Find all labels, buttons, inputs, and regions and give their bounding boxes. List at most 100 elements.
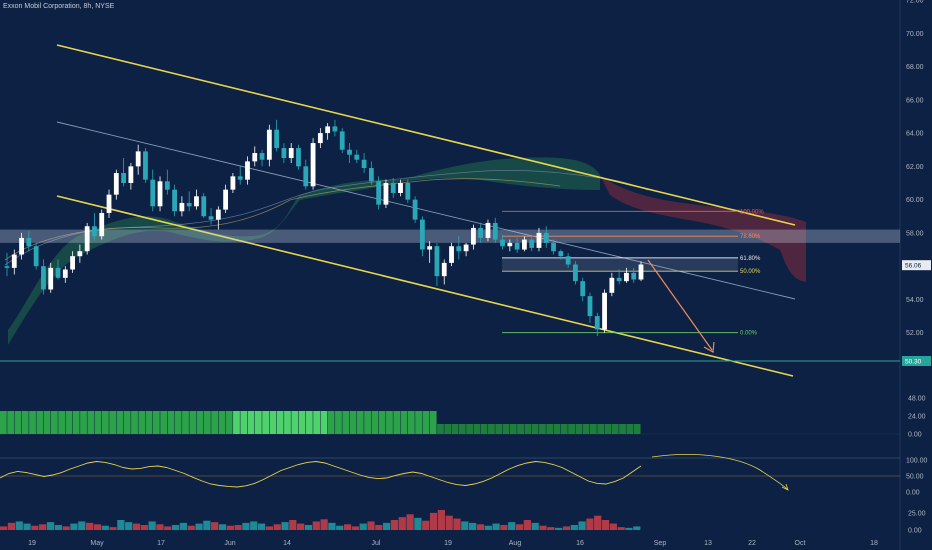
candle-body (383, 183, 389, 205)
volume-bar (101, 525, 109, 530)
volume-bar (211, 522, 219, 530)
histogram-bar (473, 424, 481, 434)
candle-body (376, 181, 382, 205)
histogram-bar (225, 411, 233, 434)
volume-bar (297, 523, 305, 530)
histogram-bar (87, 411, 95, 434)
candle-body (179, 202, 185, 212)
histogram-bar (633, 424, 641, 434)
histogram-bar (400, 411, 408, 434)
volume-bar (265, 526, 273, 530)
candle-body (427, 246, 433, 250)
histogram-bar (7, 411, 15, 434)
histogram-bar (284, 411, 291, 434)
x-tick-label: 13 (704, 540, 712, 547)
histogram-bar (407, 411, 415, 434)
histogram-bar (590, 424, 597, 434)
histogram-bar (488, 424, 495, 434)
histogram-bar (305, 411, 313, 434)
volume-bar (171, 525, 180, 530)
volume-bar (85, 522, 94, 530)
candle-body (281, 148, 287, 159)
histogram-bar (36, 411, 44, 434)
price-tick-label: 54.00 (906, 297, 924, 304)
volume-bar (453, 518, 461, 530)
candle-body (398, 183, 403, 193)
candle-body (303, 166, 309, 187)
volume-bar (0, 526, 8, 530)
candle-body (354, 154, 360, 160)
histogram-bar (611, 424, 619, 434)
histogram-bar (335, 411, 342, 434)
candle-body (332, 126, 338, 132)
candle-body (143, 151, 148, 180)
volume-bar (531, 522, 539, 530)
candle-body (412, 199, 418, 220)
x-tick-label: Oct (795, 540, 806, 547)
histogram-bar (393, 411, 401, 434)
histogram-tick-label: 0.00 (908, 432, 922, 439)
histogram-bar (0, 411, 7, 434)
histogram-bar (65, 411, 73, 434)
candle-body (33, 246, 39, 267)
projection-arrow-head (703, 341, 715, 353)
candle-body (463, 244, 469, 252)
histogram-bar (182, 411, 189, 434)
volume-bar (445, 515, 453, 530)
x-tick-label: 18 (870, 540, 878, 547)
volume-bar (523, 520, 531, 530)
oscillator-tick-label: 0.00 (906, 490, 920, 497)
candle-body (252, 153, 258, 162)
fib-level-label: 78.60% (740, 234, 761, 240)
candle-body (150, 179, 156, 207)
volume-bar (39, 524, 47, 530)
oscillator-line (0, 461, 642, 488)
histogram-bar (531, 424, 539, 434)
histogram-bar (560, 424, 568, 434)
candle-body (128, 166, 134, 183)
histogram-bar (495, 424, 503, 434)
histogram-bar (72, 411, 80, 434)
volume-bar (625, 527, 633, 530)
volume-bar (187, 525, 195, 530)
candle-body (157, 181, 163, 207)
candle-body (99, 212, 105, 237)
candle-body (55, 267, 61, 278)
candle-body (41, 266, 46, 290)
histogram-bar (364, 411, 371, 434)
volume-bar (398, 517, 406, 530)
candle-body (405, 183, 411, 200)
candle-body (456, 246, 462, 252)
histogram-bar (131, 411, 138, 434)
volume-tick-label: 25.00 (908, 511, 926, 518)
candle-body (449, 246, 454, 263)
histogram-bar (50, 411, 58, 434)
x-tick-label: 17 (157, 540, 165, 547)
volume-bar (484, 525, 492, 530)
candle-body (565, 256, 571, 265)
volume-bar (375, 525, 383, 530)
histogram-bar (123, 411, 131, 434)
candle-body (106, 194, 112, 213)
volume-bar (289, 520, 297, 530)
candle-body (11, 254, 17, 268)
candle-body (70, 256, 75, 270)
volume-bar (23, 523, 31, 530)
volume-bar (242, 522, 250, 530)
volume-bar (570, 525, 578, 530)
histogram-bar (203, 411, 211, 434)
volume-bar (328, 522, 336, 530)
volume-bar (132, 523, 141, 530)
volume-bar (125, 522, 133, 530)
volume-bar (117, 520, 125, 530)
volume-bar (320, 519, 328, 530)
candle-body (288, 148, 294, 159)
histogram-bar (502, 424, 510, 434)
histogram-tick-label: 24.00 (908, 414, 926, 421)
histogram-bar (524, 424, 532, 434)
support-price-label: 50.30 (905, 358, 922, 365)
volume-bar (539, 525, 547, 530)
oscillator-tick-label: 100.00 (906, 458, 928, 465)
